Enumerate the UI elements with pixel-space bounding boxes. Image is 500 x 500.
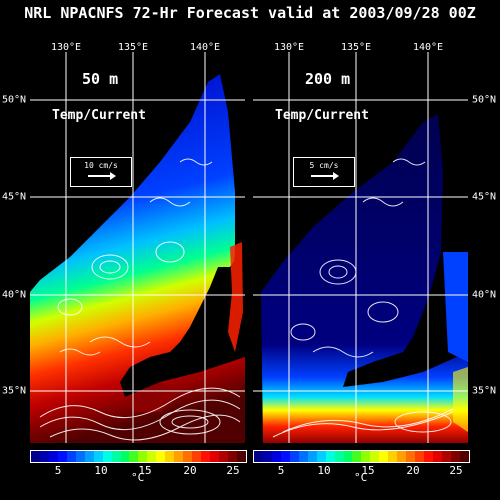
colorbar-left-tick-15: 15 xyxy=(138,464,152,477)
colorbar-swatch xyxy=(227,451,237,462)
lon-tick-right-130: 130°E xyxy=(273,42,305,53)
colorbar-right-tick-5: 5 xyxy=(277,464,285,477)
reference-arrow-icon xyxy=(311,172,339,180)
colorbar-swatch xyxy=(334,451,344,462)
colorbar-swatch xyxy=(289,451,299,462)
colorbar-swatch xyxy=(271,451,281,462)
colorbar-swatch xyxy=(397,451,407,462)
colorbar-right-unit: °C xyxy=(354,471,368,484)
lon-tick-right-135: 135°E xyxy=(340,42,372,53)
lat-label-right-45: 45°N xyxy=(472,191,497,203)
colorbar-swatch xyxy=(31,451,40,462)
colorbar-left-tick-25: 25 xyxy=(226,464,240,477)
field-label-50m: Temp/Current xyxy=(52,108,146,123)
colorbar-swatch xyxy=(307,451,317,462)
reference-vector-box-200m: 5 cm/s xyxy=(293,157,355,187)
colorbar-swatch xyxy=(442,451,451,462)
colorbar-swatch xyxy=(352,451,362,462)
colorbar-swatch xyxy=(66,451,76,462)
colorbar-left-tick-10: 10 xyxy=(94,464,108,477)
colorbar-swatch xyxy=(138,451,148,462)
colorbar-right-tick-10: 10 xyxy=(317,464,331,477)
colorbar-swatch xyxy=(84,451,94,462)
colorbar-right xyxy=(253,450,470,463)
reference-vector-label-200m: 5 cm/s xyxy=(309,161,339,170)
colorbar-swatch xyxy=(192,451,202,462)
lat-label-right-50: 50°N xyxy=(472,94,497,106)
reference-arrow-icon xyxy=(88,172,116,180)
lon-tick-left-140: 140°E xyxy=(189,42,221,53)
colorbar-swatch xyxy=(325,451,335,462)
reference-vector-box-50m: 10 cm/s xyxy=(70,157,132,187)
colorbar-swatch xyxy=(174,451,184,462)
colorbar-left-tick-5: 5 xyxy=(54,464,62,477)
lon-tick-left-130: 130°E xyxy=(50,42,82,53)
depth-label-50m: 50 m xyxy=(82,70,119,88)
colorbar-swatch xyxy=(93,451,103,462)
colorbar-swatch xyxy=(388,451,398,462)
colorbar-swatch xyxy=(102,451,112,462)
colorbar-swatch xyxy=(48,451,58,462)
colorbar-swatch xyxy=(316,451,326,462)
colorbar-swatch xyxy=(406,451,416,462)
colorbar-swatch xyxy=(147,451,157,462)
field-label-200m: Temp/Current xyxy=(275,108,369,123)
colorbar-swatch xyxy=(370,451,380,462)
colorbar-swatch xyxy=(361,451,371,462)
colorbar-swatch xyxy=(280,451,290,462)
colorbar-right-tick-25: 25 xyxy=(449,464,463,477)
colorbar-swatch xyxy=(254,451,263,462)
colorbar-swatch xyxy=(39,451,49,462)
colorbar-swatch xyxy=(379,451,389,462)
temperature-field-50m xyxy=(30,52,245,443)
colorbar-swatch xyxy=(459,451,469,462)
colorbar-swatch xyxy=(111,451,121,462)
temperature-field-200m xyxy=(253,52,468,443)
colorbar-swatch xyxy=(343,451,353,462)
figure-title: NRL NPACNFS 72-Hr Forecast valid at 2003… xyxy=(24,4,476,22)
colorbar-right-tick-20: 20 xyxy=(406,464,420,477)
lat-label-right-40: 40°N xyxy=(472,289,497,301)
lon-tick-left-135: 135°E xyxy=(117,42,149,53)
depth-label-200m: 200 m xyxy=(305,70,351,88)
lon-tick-right-140: 140°E xyxy=(412,42,444,53)
colorbar-right-tick-15: 15 xyxy=(361,464,375,477)
colorbar-swatch xyxy=(129,451,139,462)
colorbar-swatch xyxy=(415,451,425,462)
lat-label-left-40: 40°N xyxy=(2,289,27,301)
colorbar-swatch xyxy=(450,451,460,462)
colorbar-swatch xyxy=(165,451,175,462)
colorbar-left-tick-20: 20 xyxy=(183,464,197,477)
colorbar-swatch xyxy=(433,451,443,462)
colorbar-swatch xyxy=(219,451,228,462)
colorbar-swatch xyxy=(262,451,272,462)
colorbar-swatch xyxy=(120,451,130,462)
colorbar-swatch xyxy=(298,451,308,462)
map-panel-50m: 50 m Temp/Current 10 cm/s xyxy=(30,52,245,443)
colorbar-swatch xyxy=(183,451,193,462)
map-panel-200m: 200 m Temp/Current 5 cm/s xyxy=(253,52,468,443)
colorbar-left-unit: °C xyxy=(131,471,145,484)
colorbar-swatch xyxy=(201,451,211,462)
colorbar-swatch xyxy=(236,451,246,462)
colorbar-swatch xyxy=(424,451,434,462)
colorbar-swatch xyxy=(156,451,166,462)
lat-label-left-35: 35°N xyxy=(2,385,27,397)
colorbar-swatch xyxy=(210,451,220,462)
colorbar-swatch xyxy=(75,451,85,462)
lat-label-right-35: 35°N xyxy=(472,385,497,397)
reference-vector-label-50m: 10 cm/s xyxy=(84,161,118,170)
colorbar-swatch xyxy=(57,451,67,462)
colorbar-left xyxy=(30,450,247,463)
lat-label-left-50: 50°N xyxy=(2,94,27,106)
lat-label-left-45: 45°N xyxy=(2,191,27,203)
